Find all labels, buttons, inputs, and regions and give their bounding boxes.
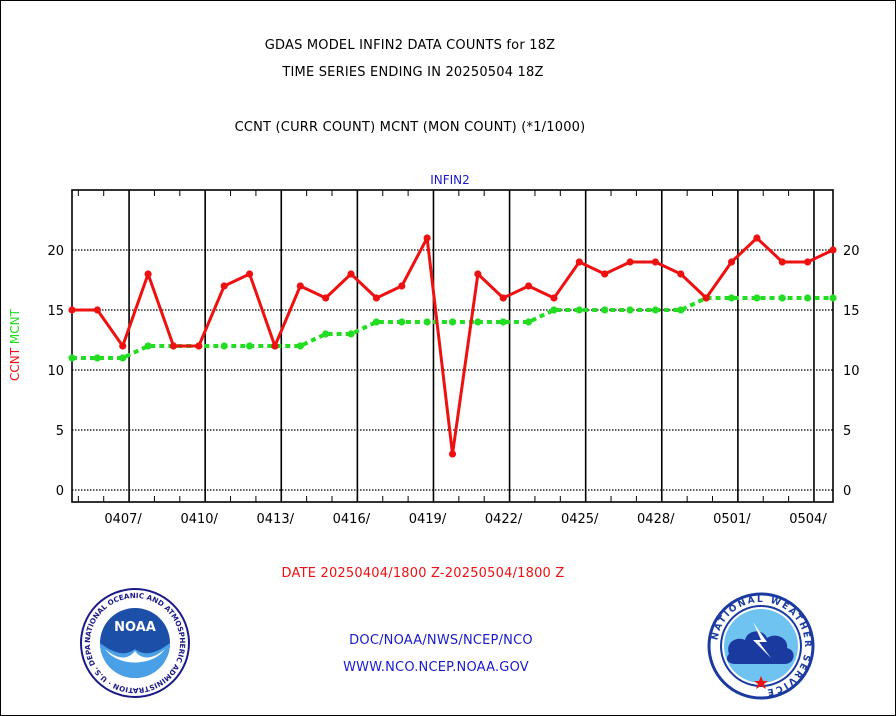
- x-tick-label: 0425/: [561, 512, 599, 527]
- data-point-ccnt: [68, 306, 76, 314]
- data-point-ccnt: [525, 282, 533, 290]
- data-point-ccnt: [804, 258, 812, 266]
- data-point-mcnt: [220, 342, 228, 350]
- data-point-mcnt: [144, 342, 152, 350]
- data-point-ccnt: [245, 270, 254, 278]
- y-tick-label-right: 15: [843, 304, 860, 319]
- chart-subtitle: CCNT (CURR COUNT) MCNT (MON COUNT) (*1/1…: [234, 120, 586, 135]
- data-point-ccnt: [296, 282, 304, 290]
- data-point-mcnt: [474, 318, 482, 326]
- data-point-ccnt: [575, 258, 583, 266]
- data-point-ccnt: [372, 294, 380, 302]
- y-tick-label-right: 10: [843, 364, 860, 379]
- x-tick-label: 0422/: [485, 512, 523, 527]
- data-point-ccnt: [677, 270, 685, 278]
- data-point-ccnt: [448, 450, 457, 458]
- data-point-mcnt: [296, 342, 304, 350]
- series-line-ccnt: [72, 236, 834, 456]
- data-point-ccnt: [322, 294, 330, 302]
- y-tick-label-left: 10: [47, 364, 64, 379]
- data-point-mcnt: [550, 306, 558, 314]
- data-point-ccnt: [93, 306, 101, 314]
- y-tick-label-right: 0: [843, 484, 851, 499]
- data-point-ccnt: [220, 282, 228, 290]
- data-point-mcnt: [322, 330, 330, 338]
- data-point-ccnt: [702, 294, 710, 302]
- plot-frame: [71, 189, 834, 503]
- y-tick-label-left: 20: [47, 244, 64, 259]
- x-tick-label: 0416/: [333, 512, 371, 527]
- x-tick-label: 0407/: [104, 512, 142, 527]
- y-tick-label-left: 0: [56, 484, 64, 499]
- x-tick-label: 0410/: [180, 512, 218, 527]
- data-point-mcnt: [499, 318, 507, 326]
- data-point-mcnt: [753, 294, 761, 302]
- data-point-mcnt: [575, 306, 583, 314]
- data-point-ccnt: [398, 282, 406, 290]
- data-point-ccnt: [626, 258, 634, 266]
- data-point-ccnt: [169, 342, 178, 350]
- website-label: WWW.NCO.NCEP.NOAA.GOV: [343, 660, 529, 675]
- data-point-ccnt: [753, 234, 761, 242]
- chart-title-line1: GDAS MODEL INFIN2 DATA COUNTS for 18Z: [264, 38, 556, 53]
- chart-title-line2: TIME SERIES ENDING IN 20250504 18Z: [282, 65, 544, 80]
- data-point-ccnt: [347, 270, 355, 278]
- data-point-mcnt: [347, 330, 355, 338]
- data-point-mcnt: [525, 318, 533, 326]
- data-point-mcnt: [677, 306, 685, 314]
- data-point-mcnt: [93, 354, 101, 362]
- x-tick-label: 0413/: [257, 512, 295, 527]
- y-tick-label-right: 20: [843, 244, 860, 259]
- data-point-ccnt: [423, 234, 431, 242]
- data-point-ccnt: [195, 342, 203, 350]
- data-point-ccnt: [550, 294, 558, 302]
- data-point-ccnt: [601, 270, 609, 278]
- data-point-mcnt: [601, 306, 609, 314]
- data-point-ccnt: [651, 258, 660, 266]
- y-tick-label-left: 5: [56, 424, 64, 439]
- data-point-ccnt: [499, 294, 507, 302]
- y-axis-label-mcnt: MCNT: [8, 308, 22, 348]
- data-point-mcnt: [372, 318, 380, 326]
- data-point-mcnt: [119, 354, 127, 362]
- data-point-ccnt: [144, 270, 152, 278]
- data-point-mcnt: [398, 318, 406, 326]
- data-point-ccnt: [119, 342, 127, 350]
- data-point-mcnt: [448, 318, 457, 326]
- data-point-mcnt: [804, 294, 812, 302]
- data-point-ccnt: [271, 342, 279, 350]
- data-point-ccnt: [727, 258, 736, 266]
- chart-inner-title: INFIN2: [430, 173, 470, 187]
- date-range-label: DATE 20250404/1800 Z-20250504/1800 Z: [281, 566, 565, 581]
- series-line-mcnt: [72, 296, 833, 360]
- x-tick-label: 0504/: [789, 512, 827, 527]
- data-point-mcnt: [829, 294, 837, 302]
- x-tick-label: 0419/: [409, 512, 447, 527]
- y-axis-label-ccnt: CCNT: [8, 347, 22, 381]
- org-path-label: DOC/NOAA/NWS/NCEP/NCO: [349, 633, 533, 648]
- y-tick-label-left: 15: [47, 304, 64, 319]
- nws-logo: NATIONAL WEATHER SERVICE: [707, 592, 815, 700]
- data-point-ccnt: [778, 258, 786, 266]
- x-tick-label: 0428/: [637, 512, 675, 527]
- noaa-logo: NATIONAL OCEANIC AND ATMOSPHERIC ADMINIS…: [79, 587, 190, 698]
- data-point-ccnt: [829, 246, 837, 254]
- data-point-mcnt: [626, 306, 634, 314]
- data-point-ccnt: [474, 270, 482, 278]
- x-tick-label: 0501/: [713, 512, 751, 527]
- data-point-mcnt: [651, 306, 660, 314]
- data-point-mcnt: [245, 342, 254, 350]
- data-point-mcnt: [423, 318, 431, 326]
- data-point-mcnt: [778, 294, 786, 302]
- data-point-mcnt: [68, 354, 76, 362]
- y-tick-label-right: 5: [843, 424, 851, 439]
- y-axis-label: CCNT MCNT: [8, 308, 22, 381]
- noaa-logo-text: NOAA: [114, 620, 156, 635]
- data-point-mcnt: [727, 294, 736, 302]
